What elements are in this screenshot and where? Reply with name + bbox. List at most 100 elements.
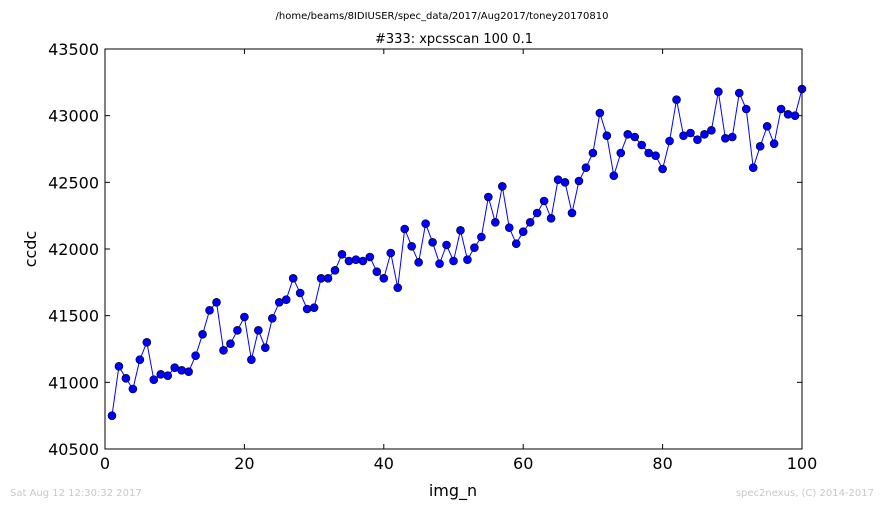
data-point: [205, 306, 214, 315]
chart-title: #333: xpcsscan 100 0.1: [375, 32, 533, 47]
data-point: [309, 303, 319, 312]
data-point: [637, 140, 646, 150]
data-point: [734, 88, 744, 98]
data-point: [191, 351, 200, 360]
data-point: [330, 266, 340, 275]
data-point: [693, 135, 702, 144]
data-point: [518, 227, 528, 236]
data-point: [267, 314, 277, 323]
data-point: [588, 148, 598, 158]
y-tick-label: 40500: [48, 440, 99, 459]
data-point: [379, 274, 389, 283]
data-point: [539, 196, 549, 206]
data-point: [511, 239, 521, 248]
y-tick-label: 41000: [48, 373, 99, 392]
data-point: [407, 242, 416, 251]
data-point: [686, 128, 695, 138]
data-point: [372, 267, 382, 276]
data-point: [337, 250, 347, 259]
data-point: [149, 375, 159, 384]
y-tick-label: 41500: [48, 307, 99, 326]
data-point: [281, 295, 291, 304]
data-point: [198, 330, 207, 339]
data-point: [602, 131, 612, 140]
data-point: [421, 219, 430, 228]
data-point: [449, 256, 458, 266]
data-point: [762, 122, 772, 131]
data-point: [560, 178, 570, 187]
data-point: [700, 130, 709, 139]
data-point: [226, 339, 235, 348]
data-point: [302, 304, 312, 314]
chart-suptitle: /home/beams/8IDIUSER/spec_data/2017/Aug2…: [276, 11, 609, 22]
data-point: [721, 134, 730, 143]
data-point: [219, 346, 228, 355]
x-tick-label: 60: [513, 454, 533, 473]
data-point: [497, 182, 507, 191]
data-point: [365, 252, 375, 262]
data-point: [323, 274, 333, 283]
data-point: [776, 104, 786, 114]
data-point: [254, 326, 263, 335]
data-point: [504, 223, 514, 232]
footer-credit: spec2nexus, (C) 2014-2017: [735, 488, 874, 499]
data-point: [435, 259, 444, 268]
data-point: [574, 176, 584, 186]
data-point: [107, 411, 117, 420]
footer-timestamp: Sat Aug 12 12:30:32 2017: [10, 488, 142, 499]
y-axis-label: ccdc: [21, 231, 40, 268]
data-point: [386, 248, 396, 258]
data-point: [177, 366, 186, 375]
data-point: [741, 104, 751, 114]
data-point: [727, 132, 737, 142]
data-point: [707, 126, 716, 135]
data-point: [135, 355, 145, 364]
plot-area-frame: [104, 48, 803, 450]
data-point: [114, 362, 124, 371]
data-point: [769, 139, 779, 148]
data-point: [163, 371, 173, 380]
data-point: [288, 274, 298, 283]
data-point: [295, 288, 305, 298]
data-point: [442, 240, 451, 250]
data-point: [456, 226, 465, 235]
data-point: [344, 256, 354, 266]
data-point: [428, 238, 437, 247]
data-point: [463, 255, 472, 264]
data-point: [567, 208, 577, 218]
x-tick-label: 100: [787, 454, 818, 473]
data-point: [532, 208, 542, 218]
data-point: [714, 87, 723, 96]
x-tick-label: 0: [100, 454, 110, 473]
data-point: [247, 355, 256, 364]
x-tick-label: 20: [234, 454, 254, 473]
data-point: [351, 255, 361, 264]
data-point: [477, 232, 486, 242]
data-point: [212, 298, 221, 307]
data-point: [755, 142, 765, 151]
data-point: [414, 258, 423, 267]
data-point: [630, 132, 640, 142]
x-axis-label: img_n: [429, 481, 477, 501]
data-point: [184, 367, 193, 376]
data-point: [783, 110, 793, 119]
data-point: [546, 214, 556, 223]
data-point: [128, 384, 138, 394]
data-point: [156, 370, 166, 379]
y-tick-label: 43500: [48, 40, 99, 59]
data-point: [142, 338, 152, 347]
y-tick-label: 42000: [48, 240, 99, 259]
x-tick-label: 80: [652, 454, 672, 473]
data-point: [484, 192, 493, 202]
data-point: [400, 224, 410, 234]
data-point: [261, 343, 270, 352]
data-point: [748, 163, 758, 172]
data-point: [672, 95, 681, 104]
data-point: [651, 151, 660, 160]
x-tick-label: 40: [374, 454, 394, 473]
data-point: [470, 243, 479, 252]
data-point: [616, 148, 626, 158]
data-point: [393, 283, 403, 292]
data-point: [665, 136, 674, 146]
